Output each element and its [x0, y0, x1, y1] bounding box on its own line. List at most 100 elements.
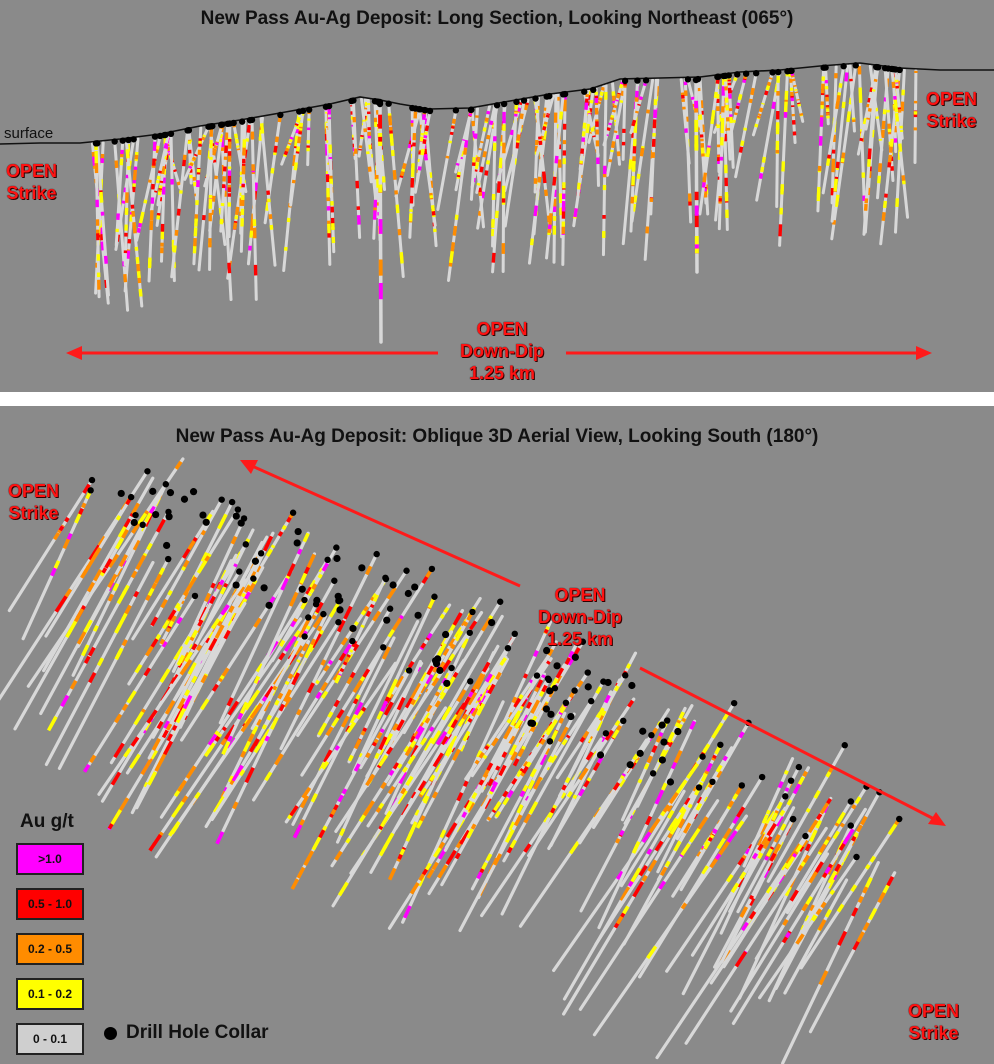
grade-interval: [194, 791, 201, 800]
grade-interval: [631, 203, 637, 212]
grade-interval: [242, 740, 251, 754]
collar-dot: [333, 554, 341, 563]
drill-hole: [629, 79, 639, 233]
grade-interval: [200, 136, 206, 141]
grade-interval: [508, 744, 518, 756]
grade-interval: [431, 677, 440, 687]
grade-interval: [187, 662, 197, 675]
collar-dot: [666, 778, 675, 786]
grade-interval: [431, 861, 439, 871]
grade-interval: [414, 730, 423, 740]
grade-interval: [815, 908, 822, 916]
grade-interval: [121, 528, 129, 539]
grade-interval: [457, 630, 464, 636]
grade-interval: [825, 157, 831, 166]
collar-dot: [634, 77, 641, 84]
top-right-open-strike-label: OPEN Strike: [926, 89, 978, 131]
grade-interval: [561, 738, 568, 746]
grade-interval: [182, 584, 193, 597]
grade-interval: [54, 595, 68, 613]
grade-interval: [582, 122, 587, 129]
grade-interval: [559, 705, 567, 714]
collar-dot: [782, 793, 789, 800]
grade-interval: [894, 112, 900, 122]
grade-interval: [442, 706, 452, 719]
drill-hole: [187, 128, 193, 185]
grade-interval: [525, 761, 532, 768]
grade-interval: [397, 228, 402, 236]
grade-interval: [474, 163, 479, 170]
grade-interval: [818, 970, 829, 986]
collar-dot: [335, 597, 343, 605]
bottom-down-dip-label: OPEN Down-Dip 1.25 km: [538, 585, 622, 649]
grade-interval: [523, 843, 532, 853]
collar-dot: [358, 564, 366, 572]
collar-dot: [117, 489, 125, 498]
grade-interval: [163, 142, 169, 149]
grade-interval: [487, 674, 496, 684]
grade-interval: [259, 123, 265, 134]
collar-dot: [202, 518, 210, 526]
collar-dot: [333, 544, 340, 551]
collars-group: [92, 62, 903, 147]
legend-swatch: 0 - 0.1: [16, 1023, 84, 1055]
grade-interval: [700, 772, 708, 783]
grade-interval: [146, 542, 153, 551]
grade-interval: [174, 460, 183, 470]
grade-interval: [678, 806, 686, 814]
grade-interval: [135, 256, 140, 264]
grade-interval: [356, 709, 365, 720]
grade-interval: [344, 655, 351, 663]
grade-interval: [234, 215, 239, 220]
grade-interval: [303, 857, 311, 867]
grade-interval: [450, 735, 458, 745]
grade-interval: [771, 101, 776, 110]
grade-interval: [737, 96, 742, 101]
grade-interval: [521, 765, 529, 775]
grade-interval: [132, 169, 138, 181]
grade-interval: [637, 778, 643, 784]
collar-dot: [493, 102, 501, 109]
grade-interval: [231, 764, 244, 782]
grade-interval: [137, 512, 148, 525]
grade-interval: [680, 842, 691, 857]
grade-interval: [474, 759, 480, 765]
grade-interval: [60, 694, 70, 708]
grade-interval: [840, 157, 845, 163]
grade-interval: [227, 700, 240, 716]
grade-interval: [353, 738, 362, 750]
collar-dot: [881, 64, 889, 72]
grade-interval: [466, 801, 475, 812]
drill-hole: [7, 478, 94, 613]
grade-interval: [503, 725, 513, 740]
grade-interval: [151, 582, 158, 589]
collar-dot: [349, 624, 357, 633]
grade-interval: [493, 801, 502, 812]
collar-dot: [426, 107, 434, 115]
grade-interval: [404, 746, 413, 757]
grade-interval: [395, 680, 402, 688]
grade-interval: [409, 882, 420, 895]
grade-interval: [234, 138, 239, 144]
grade-interval: [816, 813, 823, 821]
grade-interval: [286, 145, 291, 150]
grade-interval: [667, 822, 676, 832]
grade-interval: [316, 625, 323, 632]
grade-interval: [315, 601, 324, 614]
grade-interval: [825, 797, 832, 805]
grade-interval: [835, 161, 840, 169]
grade-interval: [609, 117, 614, 121]
grade-interval: [99, 191, 104, 203]
grade-interval: [673, 750, 683, 764]
drill-hole: [383, 603, 452, 708]
grade-interval: [407, 821, 418, 837]
collar-dot: [533, 672, 541, 679]
grade-interval: [836, 814, 844, 825]
grade-interval: [722, 827, 732, 840]
grade-interval: [543, 123, 548, 127]
grade-interval: [506, 846, 513, 854]
grade-interval: [378, 736, 388, 751]
grade-interval: [613, 104, 618, 109]
grade-interval: [265, 548, 273, 558]
grade-interval: [572, 794, 578, 800]
